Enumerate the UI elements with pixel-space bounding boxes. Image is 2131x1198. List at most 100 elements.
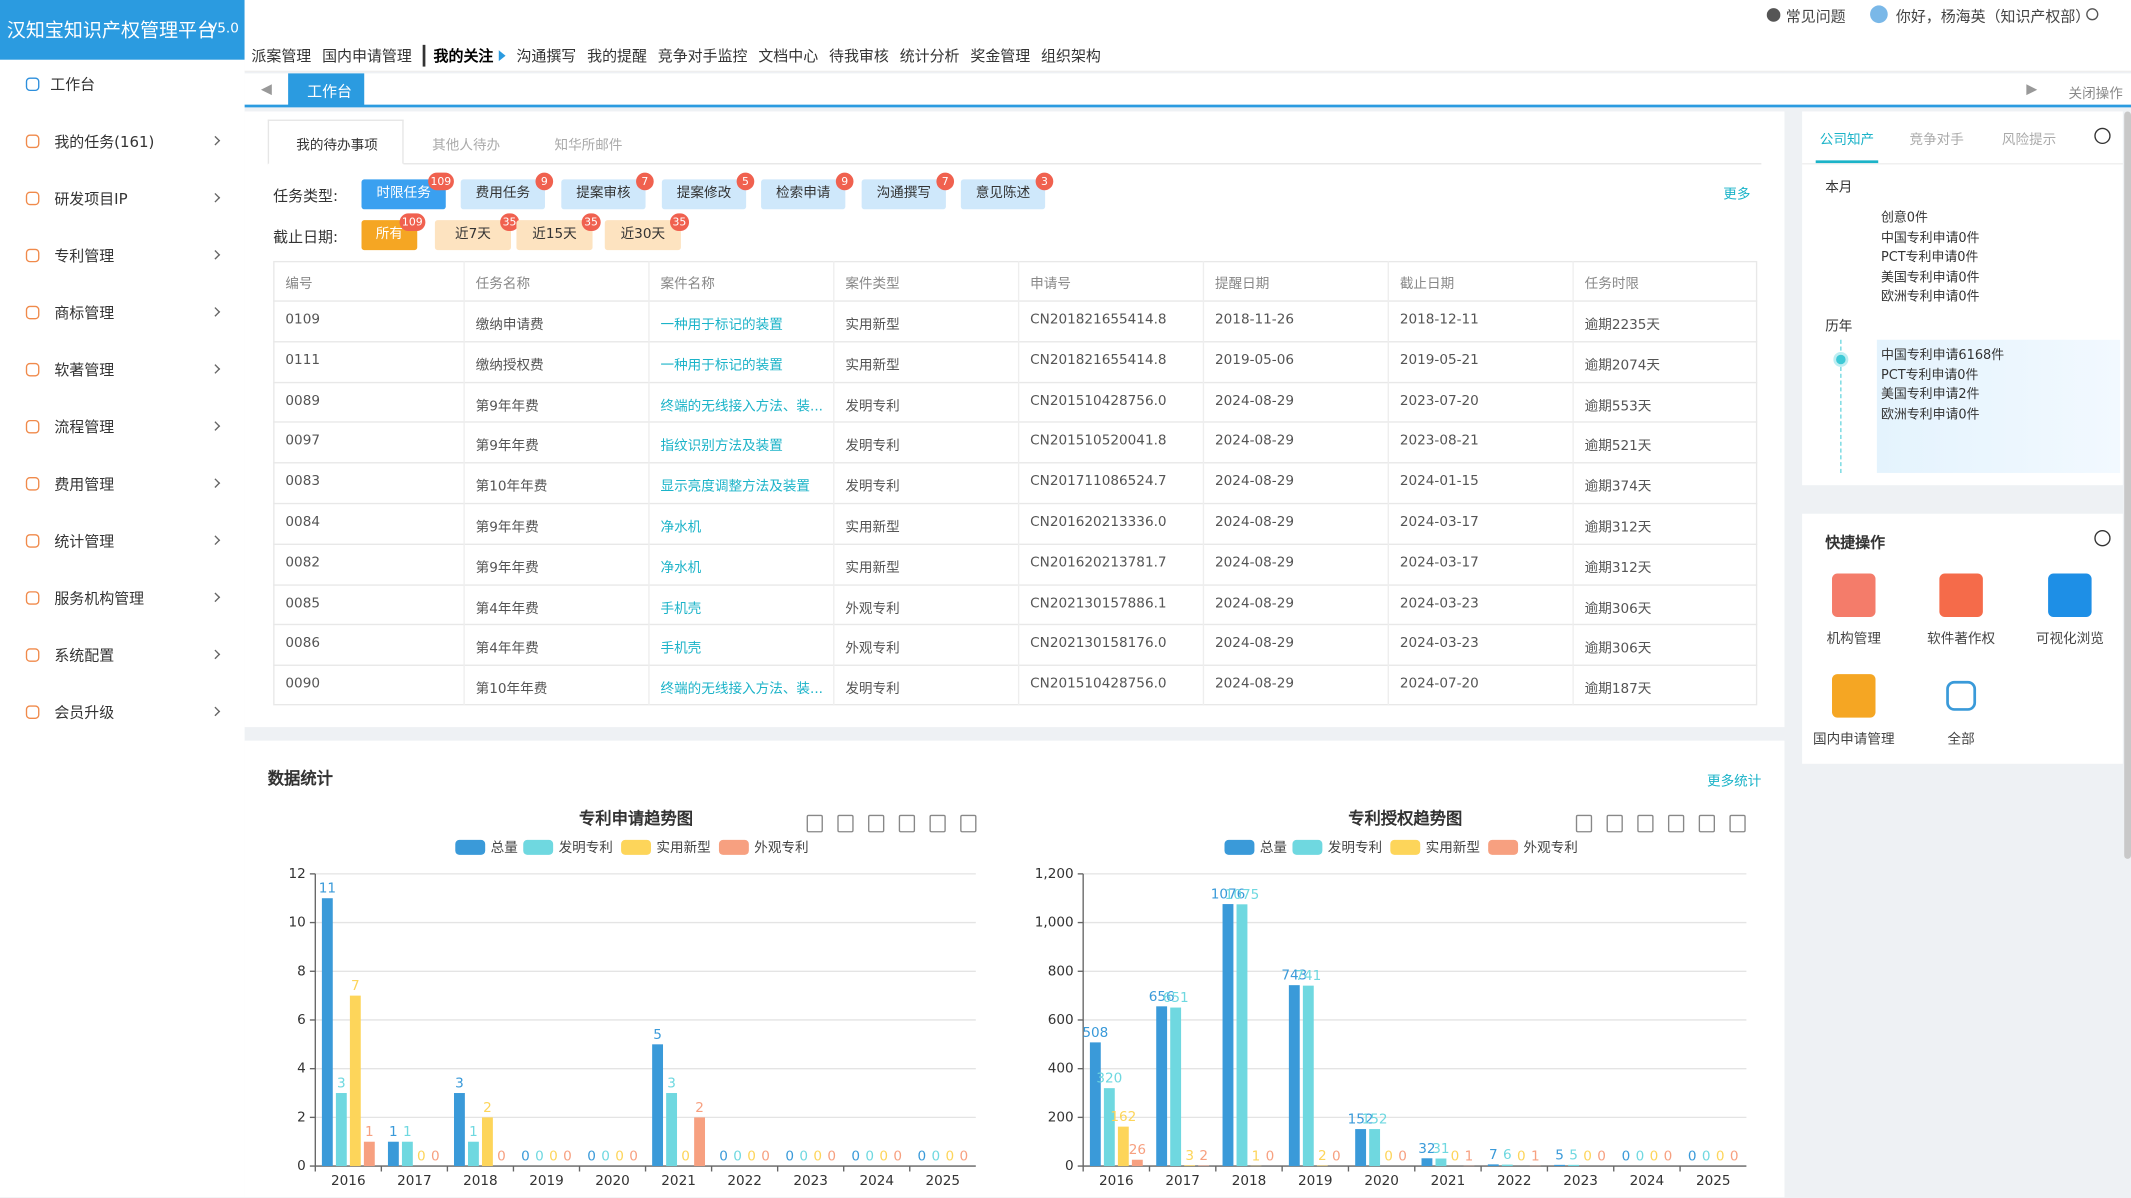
menu-item[interactable]: 统计管理 [0,512,245,569]
menu-text: 系统配置 [54,646,115,665]
quick-label[interactable]: 国内申请管理 [1812,732,1895,748]
td: 0097 [285,434,320,450]
menu-item[interactable]: 费用管理 [0,455,245,512]
todo-tab[interactable]: 我的待办事项 [296,138,378,154]
quick-icon[interactable] [2048,573,2092,618]
col-line [1017,502,1020,544]
stats-more[interactable]: 更多统计 [1706,774,1762,790]
nav-item[interactable]: 待我审核 [829,47,889,66]
active-tab[interactable] [288,73,365,107]
chevron [210,478,221,488]
nav-item[interactable]: 文档中心 [758,47,819,66]
td: CN201821655414.8 [1030,312,1167,328]
menu-item[interactable]: 流程管理 [0,398,245,455]
type-button[interactable]: 沟通撰写 7 [861,172,955,210]
td[interactable]: 手机壳 [660,601,702,617]
quick-icon[interactable] [1832,573,1876,618]
date-button[interactable]: 近30天 35 [604,213,690,251]
menu-icon [25,705,40,719]
type-button[interactable]: 时限任务 109 [361,172,454,210]
todo-active-tab[interactable] [267,119,404,165]
nav-item[interactable]: 我的关注 [422,44,506,67]
col-line [833,381,835,423]
quick-label[interactable]: 可视化浏览 [2035,631,2104,647]
td: 逾期2074天 [1584,358,1661,374]
td[interactable]: 终端的无线接入方法、装... [660,399,823,414]
help-icon[interactable] [1766,8,1781,22]
right-tab[interactable]: 风险提示 [2001,133,2057,149]
quick-panel [1802,513,2123,764]
right-tab[interactable]: 公司知产 [1819,133,1875,149]
quick-close[interactable] [2094,530,2111,547]
col-line [648,462,650,504]
quick-label[interactable]: 机构管理 [1826,631,1881,647]
type-button[interactable]: 意见陈述 3 [960,172,1054,210]
td[interactable]: 指纹识别方法及装置 [660,439,783,455]
td: 2024-08-29 [1214,515,1294,531]
type-button[interactable]: 费用任务 9 [460,172,554,210]
col-line [833,543,835,585]
td[interactable]: 一种用于标记的装置 [660,358,783,374]
quick-label[interactable]: 全部 [1947,732,1975,748]
menu-text: 流程管理 [54,418,115,437]
menu-item[interactable]: 系统配置 [0,627,245,684]
row-line [273,462,1758,464]
nav-item[interactable]: 竞争对手监控 [657,47,748,66]
td: 第9年年费 [475,561,539,576]
todo-tab[interactable]: 其他人待办 [432,138,501,154]
td[interactable]: 一种用于标记的装置 [660,318,783,333]
menu-item[interactable]: 我的任务(161) [0,113,245,170]
more-link[interactable]: 更多 [1723,187,1751,203]
date-button[interactable]: 所有 109 [361,213,426,251]
td: 0090 [285,677,320,693]
sidebar [0,59,245,1198]
nav-item[interactable]: 派案管理 [251,47,312,66]
col-line [1572,300,1574,342]
nav-item[interactable]: 我的提醒 [587,47,647,66]
close-ops[interactable]: 关闭操作 [2068,86,2123,102]
type-button[interactable]: 提案审核 7 [561,172,654,210]
right-tab[interactable]: 竞争对手 [1909,133,1964,149]
logout-icon[interactable] [2086,8,2099,21]
menu-item[interactable]: 商标管理 [0,284,245,341]
chevron [210,364,221,374]
col-line [1387,300,1389,342]
badge: 5 [736,172,755,191]
type-button[interactable]: 提案修改 5 [661,172,755,210]
td: 2024-08-29 [1214,393,1294,409]
quick-icon[interactable] [1832,674,1876,718]
date-button[interactable]: 近7天 35 [434,213,520,251]
col-line [1202,664,1205,706]
nav-item[interactable]: 沟通撰写 [516,47,577,66]
menu-item[interactable]: 会员升级 [0,684,245,741]
top-bar [244,0,2131,73]
close-icon[interactable] [2094,127,2111,145]
help-link[interactable]: 常见问题 [1785,8,1846,26]
nav-item[interactable]: 奖金管理 [970,47,1031,66]
quick-icon[interactable] [1939,573,1983,618]
menu-item[interactable]: 研发项目IP [0,170,245,227]
nav-item[interactable]: 组织架构 [1041,47,1101,66]
menu-item[interactable]: 工作台 [0,56,245,113]
quick-label[interactable]: 软件著作权 [1927,631,1996,647]
quick-icon[interactable] [1946,680,1977,711]
todo-tab[interactable]: 知华所邮件 [554,138,623,154]
td[interactable]: 手机壳 [660,642,702,657]
date-button[interactable]: 近15天 35 [516,213,601,251]
menu-item[interactable]: 服务机构管理 [0,569,245,626]
td[interactable]: 净水机 [660,520,702,536]
row-line [273,664,1758,667]
td: 实用新型 [845,520,900,536]
nav-item[interactable]: 统计分析 [899,47,960,66]
nav-item[interactable]: 国内申请管理 [322,47,412,66]
menu-item[interactable]: 软著管理 [0,341,245,398]
th: 提醒日期 [1214,277,1270,293]
tab-prev[interactable] [260,84,272,96]
user-name[interactable]: 你好，杨海英（知识产权部） [1895,8,2091,26]
td[interactable]: 净水机 [660,561,702,576]
td[interactable]: 终端的无线接入方法、装... [660,682,823,698]
td[interactable]: 显示亮度调整方法及装置 [660,480,810,495]
tab-next[interactable] [2026,84,2038,96]
type-button[interactable]: 检索申请 9 [761,172,854,210]
menu-item[interactable]: 专利管理 [0,227,245,284]
